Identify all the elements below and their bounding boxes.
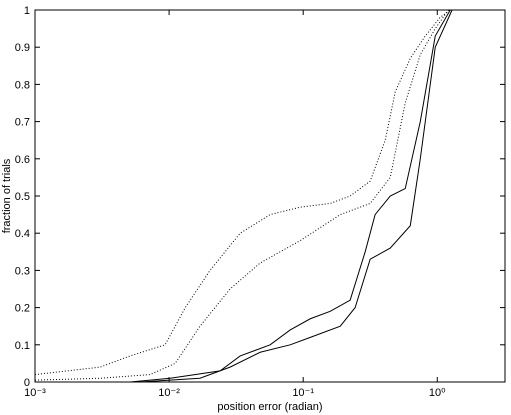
y-tick-label: 0.8	[15, 79, 30, 91]
y-tick-label: 0.3	[15, 265, 30, 277]
y-tick-label: 0.2	[15, 303, 30, 315]
series-line	[130, 9, 451, 383]
x-tick-label: 10⁰	[429, 387, 446, 399]
y-tick-label: 0.6	[15, 154, 30, 166]
x-tick-label: 10⁻¹	[292, 387, 314, 399]
y-tick-label: 0.4	[15, 228, 30, 240]
y-tick-label: 0.1	[15, 340, 30, 352]
series-line	[140, 9, 453, 383]
y-tick-label: 0.7	[15, 117, 30, 129]
y-tick-label: 0.9	[15, 42, 30, 54]
y-tick-label: 0	[24, 377, 30, 389]
plot-frame	[34, 9, 506, 383]
y-tick-label: 1	[24, 5, 30, 17]
x-tick-label: 10⁻²	[158, 387, 180, 399]
y-axis-label: fraction of trials	[1, 158, 13, 233]
x-tick-label: 10⁻³	[24, 387, 46, 399]
x-axis-label: position error (radian)	[217, 401, 322, 413]
series-line	[34, 9, 451, 376]
y-tick-label: 0.5	[15, 191, 30, 203]
series-line	[34, 9, 449, 381]
